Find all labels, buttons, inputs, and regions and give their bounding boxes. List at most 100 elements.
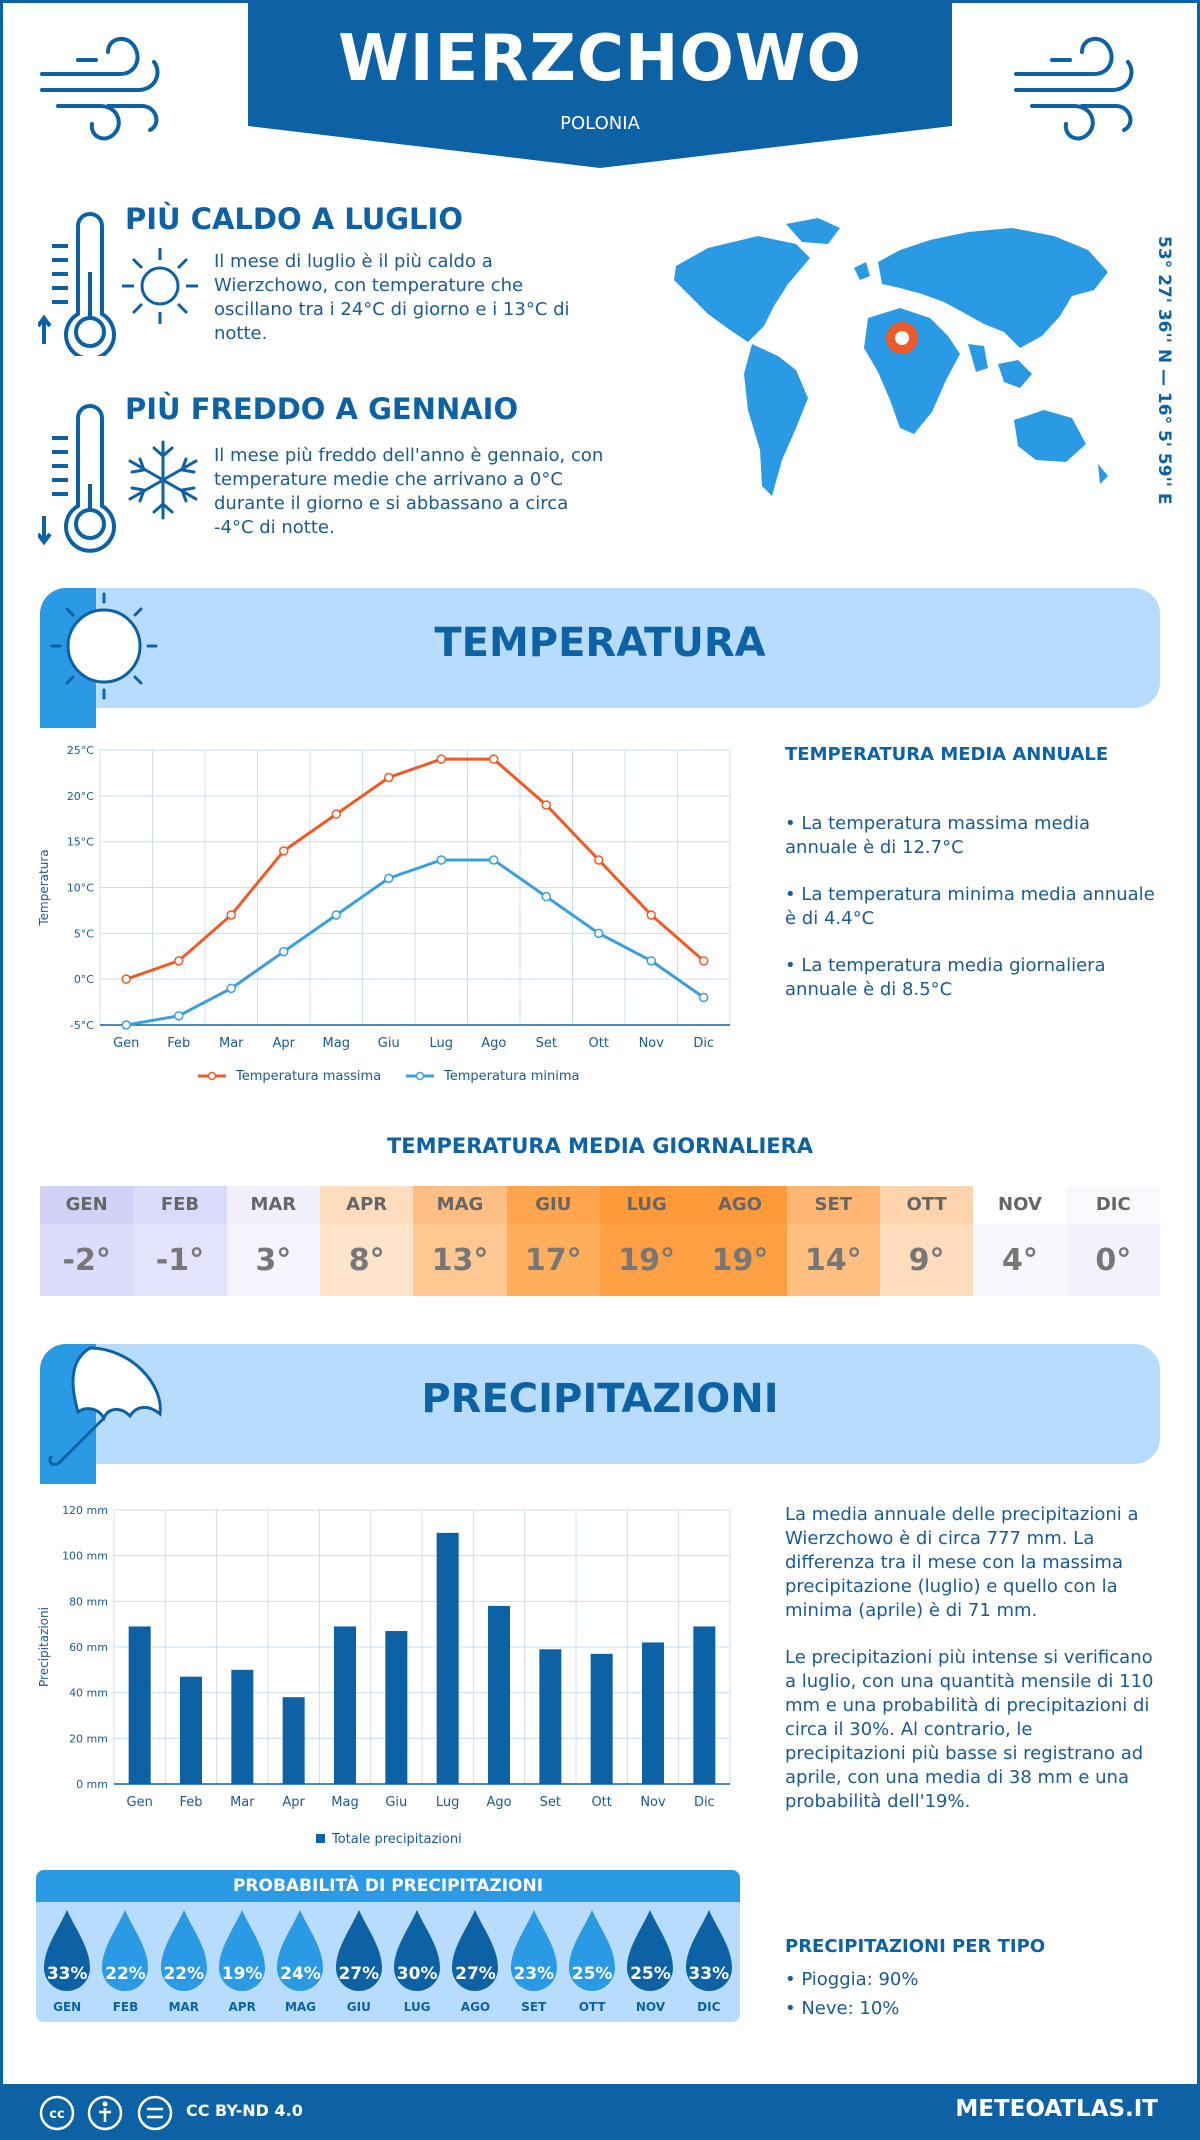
- data-point: [226, 983, 236, 994]
- daily-temp-month: MAR: [226, 1186, 320, 1224]
- raindrop-icon: [568, 1910, 615, 1991]
- probability-month: MAG: [284, 2000, 317, 2014]
- daily-temp-month: LUG: [599, 1186, 694, 1224]
- daily-temp-month: FEB: [133, 1186, 227, 1224]
- x-tick-label: Feb: [179, 1795, 202, 1810]
- daily-temp-table: GEN -2° FEB -1° MAR 3° APR 8° MAG 13° GIU 17° LUG 19°…: [40, 1186, 1160, 1296]
- raindrop-icon: [277, 1910, 324, 1991]
- data-point: [489, 855, 499, 865]
- y-tick-label: 10°C: [67, 882, 94, 895]
- header-banner: [248, 0, 952, 168]
- y-tick-label: -5°C: [70, 1019, 94, 1032]
- data-point: [594, 855, 604, 865]
- warmest-text: Il mese di luglio è il più caldo a Wierz…: [214, 251, 570, 344]
- daily-temp-cell: MAR 3°: [226, 1186, 320, 1296]
- probability-drop: 23% SET: [505, 1908, 563, 2018]
- coldest-text: Il mese più freddo dell'anno è gennaio, …: [214, 445, 604, 538]
- annual-temp-bullet: • La temperatura media giornaliera annua…: [785, 955, 1106, 1000]
- daily-temp-value: 3°: [226, 1224, 320, 1296]
- probability-value: 33%: [688, 1964, 730, 1984]
- daily-temp-month: APR: [319, 1186, 414, 1224]
- raindrop-icon: [160, 1910, 207, 1991]
- precip-bar: [488, 1605, 510, 1784]
- page-subtitle: POLONIA: [560, 113, 640, 134]
- probability-drop: 22% MAR: [155, 1908, 213, 2018]
- data-point: [699, 992, 709, 1003]
- x-tick-label: Mar: [230, 1795, 255, 1810]
- annual-temp-title: TEMPERATURA MEDIA ANNUALE: [785, 744, 1109, 765]
- legend-label: Totale precipitazioni: [331, 1832, 462, 1847]
- y-tick-label: 0°C: [74, 973, 94, 986]
- coordinates: 53° 27' 36'' N — 16° 5' 59'' E: [1154, 236, 1174, 505]
- daily-temp-cell: LUG 19°: [599, 1186, 694, 1296]
- x-tick-label: Gen: [113, 1036, 139, 1051]
- data-point: [174, 956, 184, 966]
- probability-month: AGO: [460, 2000, 491, 2014]
- daily-temp-value: -1°: [133, 1224, 227, 1296]
- data-point: [279, 846, 289, 856]
- probability-drop: 33% GEN: [38, 1908, 96, 2018]
- raindrop-icon: [510, 1910, 557, 1991]
- data-point: [331, 809, 341, 819]
- precip-bar: [642, 1642, 664, 1784]
- precip-bar: [693, 1626, 716, 1784]
- x-tick-label: Ago: [481, 1036, 506, 1051]
- license-icons: cc: [39, 2095, 173, 2131]
- daily-temp-month: OTT: [879, 1186, 974, 1224]
- data-point: [279, 946, 289, 957]
- x-tick-label: Ago: [486, 1795, 511, 1810]
- daily-temp-value: 19°: [599, 1224, 694, 1296]
- raindrop-icon: [335, 1910, 382, 1991]
- probability-drop: 27% AGO: [446, 1908, 504, 2018]
- x-tick-label: Giu: [378, 1036, 400, 1051]
- y-tick-label: 60 mm: [69, 1641, 108, 1654]
- data-point: [541, 800, 551, 810]
- precip-bar: [282, 1697, 305, 1784]
- daily-temp-month: AGO: [693, 1186, 787, 1224]
- precip-type-title: PRECIPITAZIONI PER TIPO: [785, 1936, 1046, 1957]
- probability-drop: 30% LUG: [388, 1908, 446, 2018]
- precip-bar: [128, 1626, 151, 1784]
- y-axis-label: Temperatura: [37, 849, 51, 926]
- probability-drop: 22% FEB: [96, 1908, 154, 2018]
- data-point: [646, 910, 656, 920]
- probability-drops: 33% GEN 22% FEB 22% MAR 19% APR 24% MAG 27% GIU 30% L…: [38, 1908, 738, 2018]
- annual-temp-bullet: • La temperatura massima media annuale è…: [785, 813, 1091, 858]
- raindrop-icon: [102, 1910, 149, 1991]
- legend-marker: [415, 1071, 425, 1081]
- x-tick-label: Set: [540, 1795, 561, 1810]
- x-tick-label: Nov: [640, 1795, 666, 1810]
- precipitation-chart: 0 mm 20 mm 40 mm 60 mm 80 mm 100 mm 120 mm Gen F…: [37, 1504, 731, 1847]
- daily-temp-cell: APR 8°: [319, 1186, 414, 1296]
- x-tick-label: Dic: [694, 1795, 715, 1810]
- y-tick-label: 20 mm: [69, 1732, 108, 1745]
- x-tick-label: Nov: [639, 1036, 665, 1051]
- data-point: [384, 772, 394, 783]
- probability-value: 23%: [513, 1964, 555, 1984]
- data-point: [121, 974, 131, 984]
- snowflake-icon: [128, 440, 198, 520]
- probability-month: DIC: [697, 2000, 721, 2014]
- precip-type-snow: • Neve: 10%: [785, 1998, 900, 2019]
- warmest-title: PIÙ CALDO A LUGLIO: [125, 202, 463, 236]
- series-line: [125, 858, 705, 1027]
- data-point: [594, 928, 604, 939]
- sun-icon: [122, 248, 198, 324]
- temperature-title: TEMPERATURA: [434, 620, 766, 666]
- probability-drop: 25% OTT: [563, 1908, 621, 2018]
- raindrop-icon: [452, 1910, 499, 1991]
- y-tick-label: 25°C: [67, 744, 94, 757]
- probability-month: MAR: [168, 2000, 200, 2014]
- x-tick-label: Apr: [282, 1795, 305, 1810]
- y-tick-label: 120 mm: [62, 1504, 108, 1517]
- precip-summary: La media annuale delle precipitazioni a …: [785, 1504, 1139, 1621]
- brand-link[interactable]: METEOATLAS.IT: [955, 2096, 1158, 2122]
- precip-band: [40, 1344, 1160, 1464]
- y-axis-label: Precipitazioni: [37, 1607, 51, 1687]
- precip-type-rain: • Pioggia: 90%: [785, 1969, 919, 1990]
- daily-temp-cell: OTT 9°: [879, 1186, 974, 1296]
- world-map: [674, 218, 1108, 496]
- daily-temp-month: GIU: [506, 1186, 600, 1224]
- raindrop-icon: [218, 1910, 265, 1991]
- daily-temp-value: 9°: [879, 1224, 974, 1296]
